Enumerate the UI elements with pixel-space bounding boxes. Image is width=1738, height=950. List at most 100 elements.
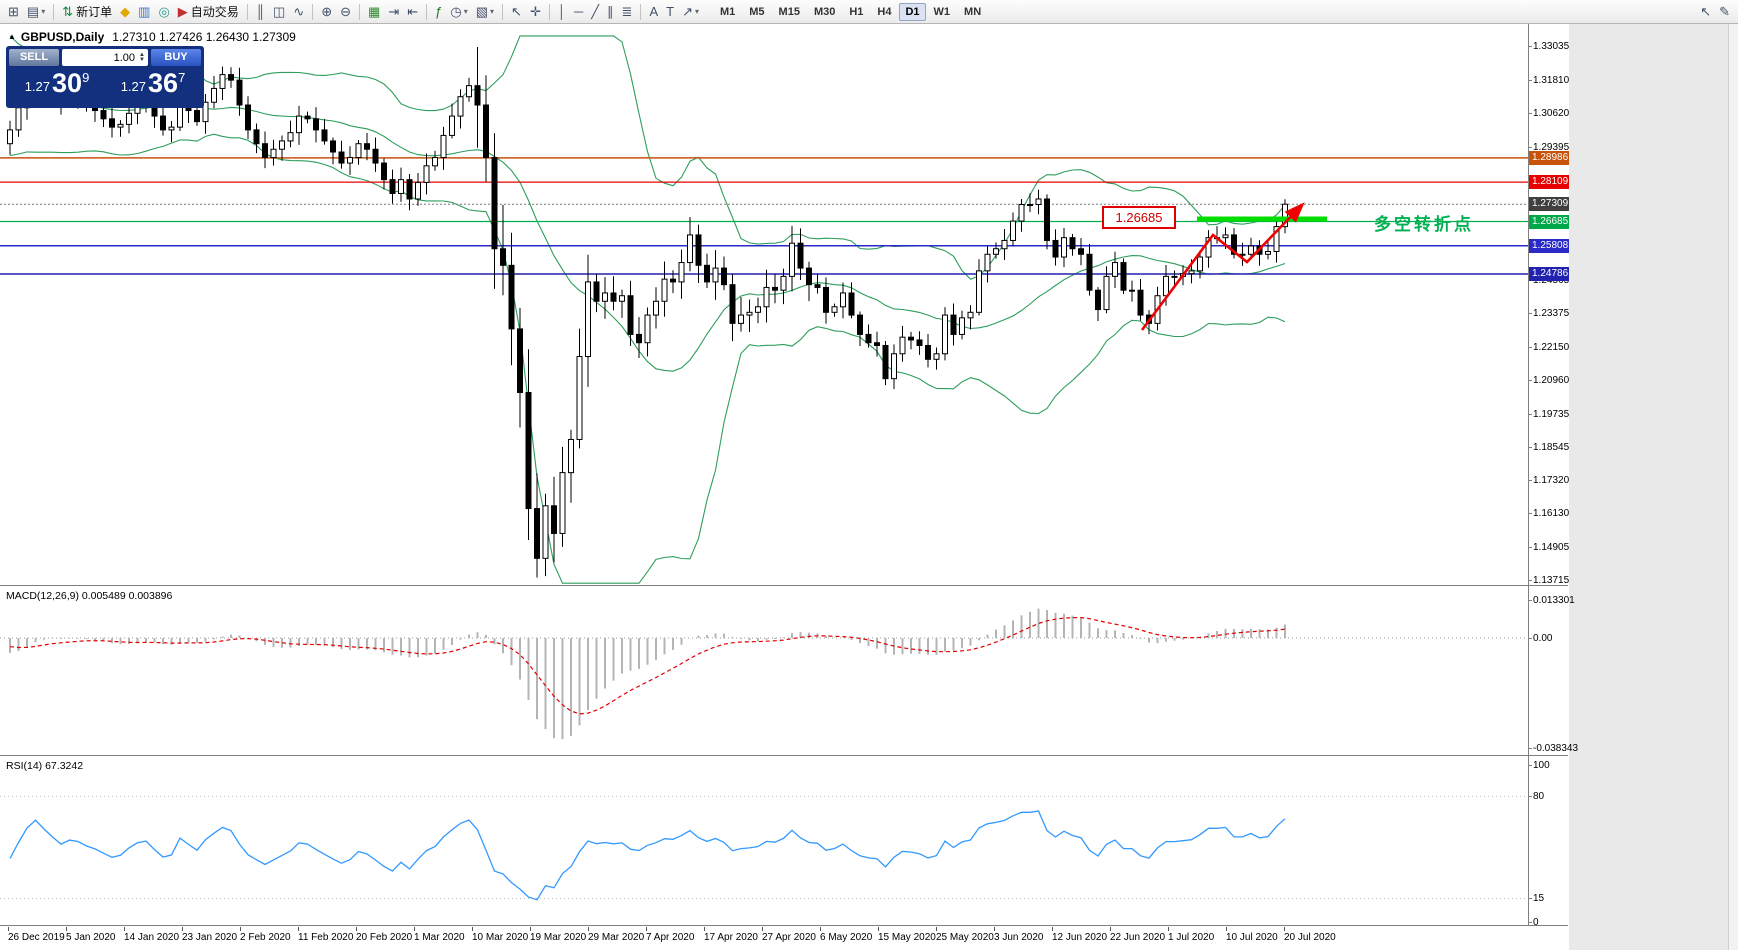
price-badge: 1.26685 (1529, 214, 1569, 229)
timeframe-d1[interactable]: D1 (899, 2, 926, 21)
crosshair-button[interactable]: ✛ (527, 2, 544, 22)
buy-price[interactable]: 1.27 36 7 (105, 68, 201, 98)
bar-chart-button[interactable]: ║ (253, 2, 268, 22)
price-annotation-label[interactable]: 1.26685 (1102, 206, 1176, 229)
chevron-down-icon: ▾ (41, 7, 46, 16)
price-axis-label: 1.14905 (1533, 542, 1570, 554)
axis-tick (1529, 112, 1532, 114)
time-tick (762, 927, 763, 931)
price-axis-label: 1.17320 (1533, 475, 1570, 487)
price-axis-label: 1.29395 (1533, 141, 1570, 153)
one-click-trading-panel: SELL 1.00 ▲ ▼ BUY 1.27 30 9 1.27 (6, 46, 204, 108)
axis-tick (1529, 513, 1532, 515)
timeframe-h1[interactable]: H1 (849, 5, 864, 18)
timeframe-w1[interactable]: W1 (933, 5, 951, 18)
time-axis-label: 23 Jan 2020 (182, 932, 238, 943)
rsi-pane (0, 795, 1528, 901)
price-axis-label: 1.30620 (1533, 107, 1570, 119)
price-badge: 1.25808 (1529, 238, 1569, 253)
new-chart-button[interactable]: ⊞ (5, 2, 22, 22)
vertical-scrollbar[interactable] (1728, 24, 1738, 950)
tile-windows-button[interactable]: ▦ (365, 2, 383, 22)
one-click-collapse-icon[interactable]: ▲ (8, 32, 16, 41)
rsi-axis-label: 80 (1533, 791, 1545, 803)
time-tick (820, 927, 821, 931)
trendline-icon: ╱ (591, 3, 600, 19)
autotrading-button[interactable]: ▶ 自动交易 (175, 2, 242, 22)
arrow-objects-button[interactable]: ↗ ▾ (679, 2, 702, 22)
market-watch-button[interactable]: ▥ (135, 2, 153, 22)
periods-button[interactable]: ◷ ▾ (447, 2, 470, 22)
chart-ohlc-values: 1.27310 1.27426 1.26430 1.27309 (112, 30, 296, 44)
time-tick (8, 927, 9, 931)
metaeditor-button[interactable]: ◆ (117, 2, 133, 22)
pivot-note-text[interactable]: 多空转折点 (1374, 215, 1474, 234)
time-tick (182, 927, 183, 931)
sell-price[interactable]: 1.27 30 9 (9, 68, 105, 98)
time-tick (1168, 927, 1169, 931)
timeframe-m30[interactable]: M30 (813, 5, 836, 18)
time-axis-label: 17 Apr 2020 (704, 932, 758, 943)
pane-separator-rsi[interactable] (0, 755, 1568, 756)
profiles-icon: ▤ (26, 3, 40, 19)
text-button[interactable]: A (646, 2, 661, 22)
timeframe-m5[interactable]: M5 (749, 5, 765, 18)
equidistant-channel-button[interactable]: ∥ (604, 2, 617, 22)
line-chart-button[interactable]: ∿ (290, 2, 307, 22)
chart-shift-button[interactable]: ⇤ (404, 2, 421, 22)
trendline-button[interactable]: ╱ (588, 2, 602, 22)
cursor-icon: ↖ (511, 3, 522, 19)
horizontal-line-button[interactable]: ─ (571, 2, 586, 22)
time-tick (1226, 927, 1227, 931)
text-label-icon: T (666, 3, 675, 19)
trend-zigzag-arrow[interactable] (1140, 202, 1305, 331)
text-icon: A (649, 3, 659, 19)
timeframe-m15[interactable]: M15 (778, 5, 800, 18)
timeframe-mn[interactable]: MN (964, 5, 982, 18)
lot-spinner[interactable]: ▲ ▼ (139, 51, 145, 63)
time-axis-label: 20 Jul 2020 (1284, 932, 1336, 943)
new-order-button[interactable]: ⇅ 新订单 (59, 2, 115, 22)
time-tick (1052, 927, 1053, 931)
lot-size-input[interactable]: 1.00 ▲ ▼ (62, 49, 148, 66)
time-axis[interactable]: 26 Dec 2019 5 Jan 2020 14 Jan 2020 23 Jan 2… (0, 926, 1568, 950)
price-axis-label: 1.18545 (1533, 441, 1570, 453)
time-tick (588, 927, 589, 931)
price-axis[interactable]: 1.330351.318101.306201.293951.245651.233… (1528, 24, 1578, 950)
profiles-button[interactable]: ▤ ▾ (24, 2, 48, 22)
spinner-down-icon[interactable]: ▼ (139, 56, 145, 63)
sell-price-big: 30 (52, 68, 83, 98)
axis-tick (1529, 446, 1532, 448)
sell-button[interactable]: SELL (9, 49, 59, 66)
text-label-button[interactable]: T (663, 2, 677, 22)
vertical-line-button[interactable]: │ (555, 2, 569, 22)
zoom-out-button[interactable]: ⊖ (337, 2, 354, 22)
arrow-objects-icon: ↗ (682, 3, 693, 19)
chart-canvas[interactable] (0, 24, 1528, 950)
pane-separator-macd[interactable] (0, 585, 1568, 586)
fibonacci-button[interactable]: ≣ (619, 2, 636, 22)
candlesticks (7, 46, 1288, 578)
candlestick-chart-button[interactable]: ◫ (270, 2, 288, 22)
time-tick (298, 927, 299, 931)
navigator-button[interactable]: ◎ (155, 2, 172, 22)
horizontal-level-lines (0, 157, 1528, 275)
candlestick-chart-icon: ◫ (273, 3, 286, 19)
templates-icon: ▧ (475, 3, 489, 19)
auto-scroll-button[interactable]: ⇥ (385, 2, 402, 22)
cursor-tool-button[interactable]: ↖ (1697, 2, 1714, 22)
spinner-up-icon[interactable]: ▲ (139, 51, 145, 58)
timeframe-m1[interactable]: M1 (719, 5, 736, 18)
buy-button[interactable]: BUY (151, 49, 201, 66)
axis-tick (1529, 480, 1532, 482)
cursor-button[interactable]: ↖ (508, 2, 525, 22)
draw-tool-button[interactable]: ✎ (1716, 2, 1733, 22)
chart-window[interactable]: ▲ GBPUSD,Daily 1.27310 1.27426 1.26430 1.2… (0, 24, 1578, 950)
zoom-in-button[interactable]: ⊕ (318, 2, 335, 22)
templates-button[interactable]: ▧ ▾ (473, 2, 497, 22)
time-axis-label: 11 Feb 2020 (298, 932, 354, 943)
time-tick (1110, 927, 1111, 931)
time-tick (994, 927, 995, 931)
indicators-button[interactable]: ƒ (432, 2, 445, 22)
timeframe-h4[interactable]: H4 (877, 5, 892, 18)
